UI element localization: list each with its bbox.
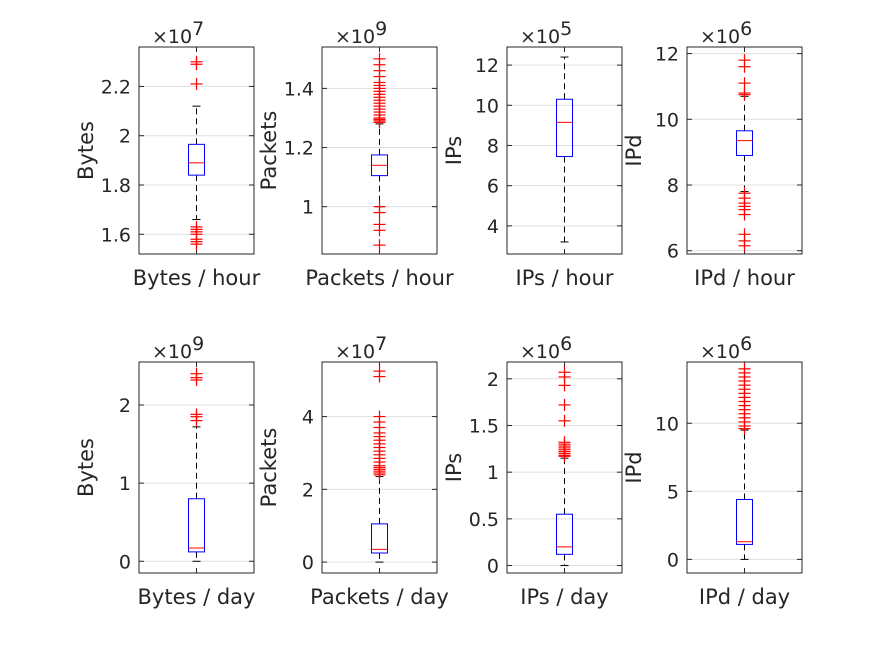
iqr-box — [736, 130, 753, 156]
iqr-box — [736, 498, 753, 545]
subplot-3: 4 6 8 10 12 ×105 IPs / hour IPs — [442, 18, 623, 290]
y-tick-label: 1.6 — [101, 224, 131, 246]
y-tick-label: 2 — [119, 395, 131, 417]
y-tick-label: 0 — [487, 556, 499, 578]
y-tick-label: 0 — [667, 549, 679, 571]
y-tick-label: 2 — [302, 479, 314, 501]
y-tick-label: 0.5 — [469, 509, 499, 531]
y-tick-label: 12 — [475, 55, 499, 77]
y-tick-label: 8 — [487, 135, 499, 157]
y-tick-label: 10 — [655, 413, 679, 435]
x-axis-label: Packets / day — [310, 585, 449, 609]
y-axis-label: IPd — [622, 451, 646, 483]
y-tick-label: 1 — [487, 462, 499, 484]
subplot-2: 1 1.2 1.4 ×109 Packets / hour Packets — [257, 18, 454, 290]
y-tick-label: 8 — [667, 175, 679, 197]
outlier-marker — [558, 414, 571, 427]
outlier-marker — [190, 373, 203, 386]
y-tick-label: 1.5 — [469, 415, 499, 437]
y-tick-label: 0 — [119, 551, 131, 573]
y-axis-label: Bytes — [74, 438, 98, 497]
y-tick-label: 10 — [475, 95, 499, 117]
outlier-marker — [373, 116, 386, 129]
outlier-marker — [738, 239, 751, 252]
x-axis-label: Packets / hour — [305, 266, 454, 290]
exponent-label: ×109 — [335, 18, 387, 48]
iqr-box — [188, 143, 205, 176]
outlier-marker — [373, 224, 386, 237]
y-tick-label: 12 — [655, 44, 679, 66]
x-axis-label: Bytes / hour — [133, 266, 261, 290]
iqr-box — [556, 98, 573, 158]
outlier-marker — [738, 422, 751, 435]
outlier-marker — [190, 238, 203, 251]
y-tick-label: 4 — [487, 216, 499, 238]
outlier-marker — [190, 77, 203, 90]
y-tick-label: 6 — [487, 176, 499, 198]
outlier-marker — [373, 468, 386, 481]
outlier-marker — [190, 58, 203, 71]
outlier-marker — [738, 88, 751, 101]
outlier-marker — [373, 370, 386, 383]
outlier-marker — [373, 239, 386, 252]
y-tick-label: 5 — [667, 481, 679, 503]
exponent-label: ×109 — [152, 333, 204, 363]
subplot-5: 0 1 2 ×109 Bytes / day Bytes — [74, 333, 255, 609]
outlier-marker — [558, 450, 571, 463]
y-tick-label: 6 — [667, 241, 679, 263]
y-tick-label: 0 — [302, 552, 314, 574]
exponent-label: ×106 — [700, 333, 752, 363]
y-tick-label: 4 — [302, 407, 314, 429]
y-axis-label: IPs — [442, 136, 466, 165]
y-axis-label: IPs — [442, 453, 466, 482]
iqr-box — [371, 523, 388, 554]
y-tick-label: 1.4 — [284, 78, 314, 100]
x-axis-label: Bytes / day — [138, 585, 256, 609]
outlier-marker — [738, 60, 751, 73]
axes-frame — [506, 361, 623, 574]
exponent-label: ×105 — [520, 18, 572, 48]
iqr-box — [188, 498, 205, 553]
subplot-6: 0 2 4 ×107 Packets / day Packets — [257, 333, 449, 609]
outlier-marker — [738, 208, 751, 221]
y-tick-label: 2 — [119, 126, 131, 148]
x-axis-label: IPs / hour — [516, 266, 614, 290]
outlier-marker — [558, 398, 571, 411]
outlier-marker — [190, 414, 203, 427]
y-tick-label: 10 — [655, 109, 679, 131]
y-axis-label: Packets — [257, 428, 281, 508]
y-axis-label: IPd — [622, 134, 646, 166]
outlier-marker — [558, 379, 571, 392]
x-axis-label: IPs / day — [520, 585, 608, 609]
subplot-4: 6 8 10 12 ×106 IPd / hour IPd — [622, 18, 803, 290]
exponent-label: ×106 — [700, 18, 752, 48]
y-tick-label: 2 — [487, 369, 499, 391]
y-tick-label: 2.2 — [101, 76, 131, 98]
y-tick-label: 1 — [119, 473, 131, 495]
y-axis-label: Bytes — [74, 121, 98, 180]
subplot-8: 0 5 10 ×106 IPd / day IPd — [622, 333, 803, 609]
y-tick-label: 1.2 — [284, 138, 314, 160]
y-tick-label: 1.8 — [101, 175, 131, 197]
subplot-1: 1.6 1.8 2 2.2 ×107 Bytes / hour Bytes — [74, 18, 261, 290]
subplot-7: 0 0.5 1 1.5 2 ×106 IPs / day IPs — [442, 333, 623, 609]
exponent-label: ×107 — [335, 333, 387, 363]
exponent-label: ×106 — [520, 333, 572, 363]
exponent-label: ×107 — [152, 18, 204, 48]
iqr-box — [556, 513, 573, 555]
x-axis-label: IPd / day — [699, 585, 790, 609]
y-axis-label: Packets — [257, 111, 281, 191]
x-axis-label: IPd / hour — [694, 266, 795, 290]
outlier-marker — [373, 206, 386, 219]
y-tick-label: 1 — [302, 197, 314, 219]
